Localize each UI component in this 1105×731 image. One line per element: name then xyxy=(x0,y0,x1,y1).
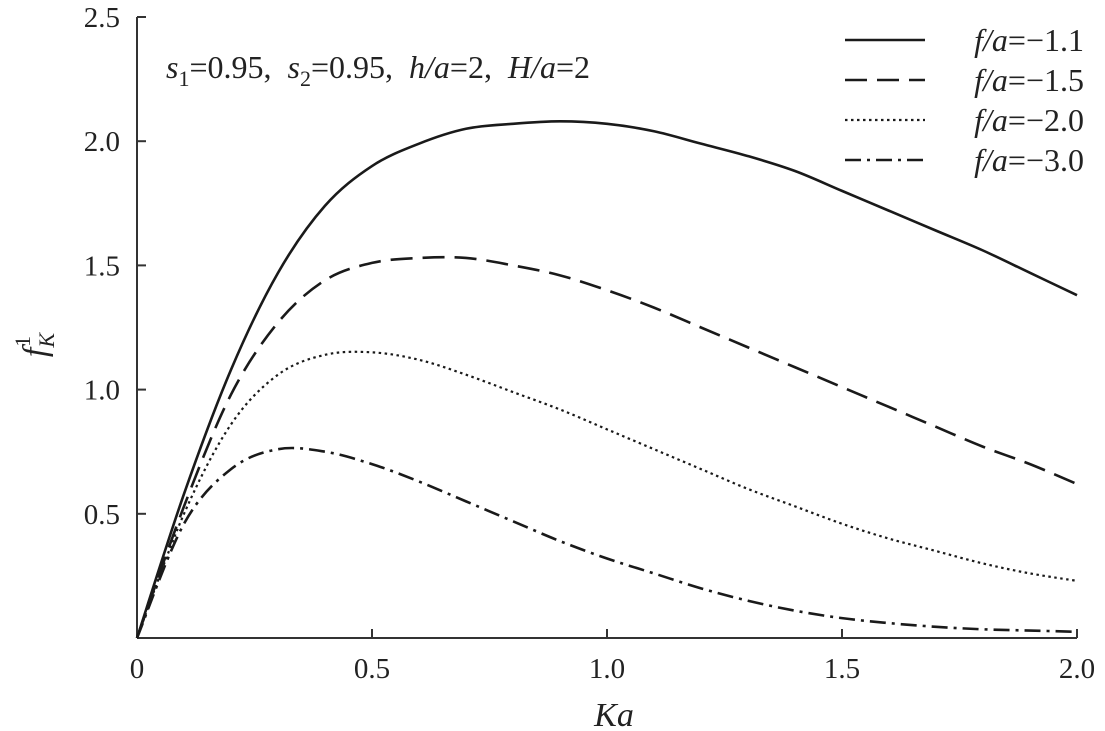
legend-label-3: f/a=−2.0 xyxy=(974,102,1084,138)
legend-label-4: f/a=−3.0 xyxy=(974,142,1084,178)
annotation-s1-sub: 1 xyxy=(178,66,189,91)
y-axis-label-sup: 1 xyxy=(10,336,35,347)
y-tick-label: 2.5 xyxy=(84,2,120,34)
y-tick-label: 1.0 xyxy=(84,375,120,407)
x-tick-label: 1.0 xyxy=(589,653,625,685)
y-axis-label: fK1 xyxy=(10,332,59,357)
x-tick-label: 1.5 xyxy=(824,653,860,685)
x-tick-label: 0 xyxy=(130,653,145,685)
annotation-h-value: =2, xyxy=(450,49,492,85)
series-line-1 xyxy=(135,120,1078,639)
annotation-h-var: h/a xyxy=(409,49,450,85)
annotation-s1-base: s xyxy=(166,49,178,85)
legend: f/a=−1.1 f/a=−1.5 f/a=−2.0 f/a=−3.0 xyxy=(845,22,1084,178)
y-tick-label: 2.0 xyxy=(84,126,120,158)
axis-ticks: 0 0.5 1.0 1.5 2.0 0.5 1.0 1.5 2.0 2.5 xyxy=(84,2,1095,685)
annotation-H-var: H/a xyxy=(507,49,556,85)
annotation-s2-base: s xyxy=(288,49,300,85)
x-tick-label: 0.5 xyxy=(354,653,390,685)
series-line-3 xyxy=(135,350,1078,639)
annotation-s2-value: =0.95, xyxy=(311,49,393,85)
legend-label-2: f/a=−1.5 xyxy=(974,62,1084,98)
annotation-s1-value: =0.95, xyxy=(189,49,271,85)
axes xyxy=(136,17,1077,639)
x-tick-label: 2.0 xyxy=(1059,653,1095,685)
x-axis-label: Ka xyxy=(593,697,634,731)
series-line-2 xyxy=(135,255,1078,639)
y-tick-label: 1.5 xyxy=(84,250,120,282)
legend-label-1: f/a=−1.1 xyxy=(974,22,1084,58)
series-line-4 xyxy=(135,446,1078,639)
annotation-text: s1=0.95, s2=0.95, h/a=2, H/a=2 xyxy=(166,49,590,91)
series-lines xyxy=(135,120,1078,639)
y-tick-label: 0.5 xyxy=(84,499,120,531)
y-axis-label-sub: K xyxy=(34,332,59,349)
annotation-s2-sub: 2 xyxy=(300,66,311,91)
annotation-H-value: =2 xyxy=(556,49,590,85)
